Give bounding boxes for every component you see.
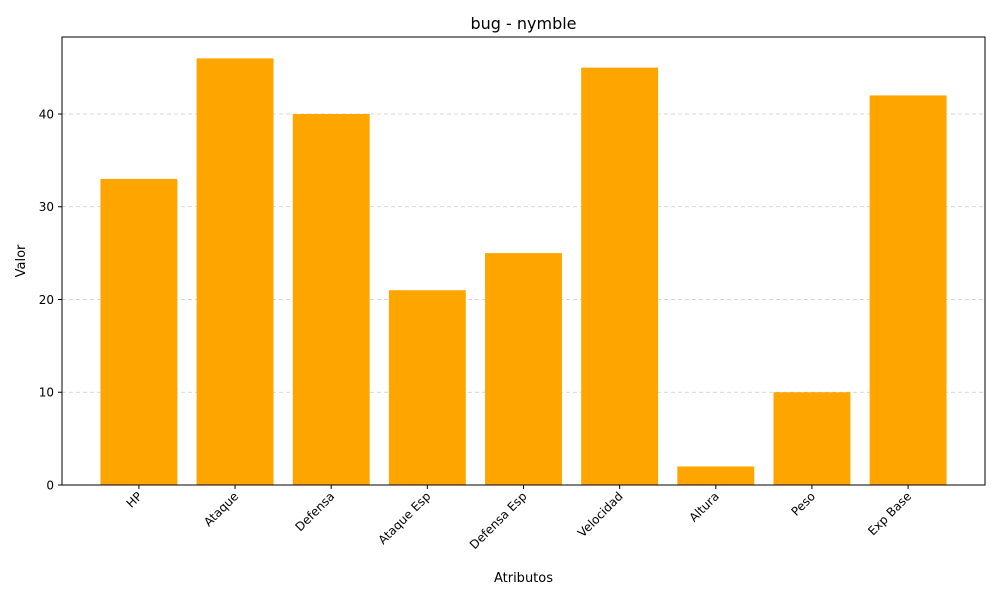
x-tick-label: Altura [686, 489, 721, 524]
y-tick-label: 10 [39, 386, 54, 400]
chart-title: bug - nymble [470, 14, 576, 33]
bar-ataque [196, 58, 274, 485]
y-tick-label: 30 [39, 200, 54, 214]
x-tick-label: HP [124, 489, 145, 510]
bar-defensa-esp [485, 253, 562, 485]
x-tick-label: Defensa [292, 489, 337, 534]
x-axis-label: Atributos [494, 571, 553, 586]
y-tick-label: 40 [39, 107, 54, 121]
x-axis-ticks: HP Ataque Defensa Ataque Esp Defensa Esp Velo… [124, 485, 914, 552]
x-tick-label: Peso [789, 489, 819, 519]
x-tick-label: Defensa Esp [467, 489, 530, 552]
bars [100, 58, 947, 486]
bar-hp [100, 178, 178, 486]
y-tick-label: 20 [39, 293, 54, 307]
x-tick-label: Velocidad [575, 489, 626, 540]
y-tick-label: 0 [46, 479, 54, 493]
y-axis-ticks: 0 10 20 30 40 [39, 107, 62, 493]
bar-exp-base [869, 95, 947, 485]
x-tick-label: Ataque [201, 489, 241, 529]
bar-peso [773, 392, 851, 485]
bar-velocidad [581, 67, 659, 485]
y-axis-label: Valor [14, 244, 29, 277]
x-tick-label: Exp Base [865, 489, 914, 538]
bar-ataque-esp [388, 290, 466, 485]
x-tick-label: Ataque Esp [376, 489, 434, 547]
bar-defensa [292, 113, 370, 485]
bar-altura [677, 466, 755, 485]
